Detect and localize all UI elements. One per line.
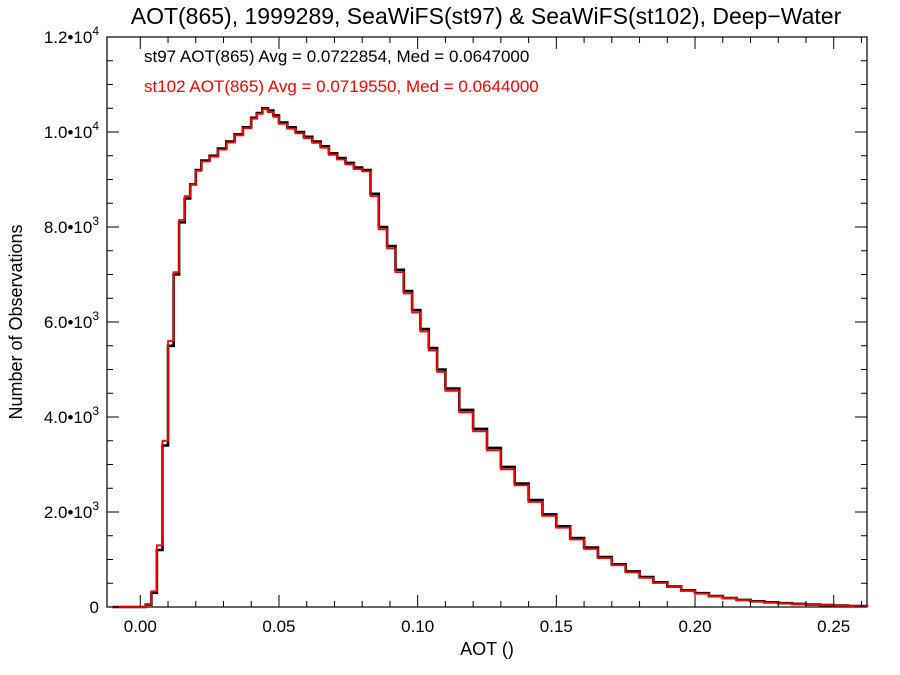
x-tick-label: 0.20 [678,617,711,636]
x-tick-labels: 0.00 0.05 0.10 0.15 0.20 0.25 [124,617,851,636]
x-tick-label: 0.25 [817,617,850,636]
y-tick-label: 8.0•103 [44,214,100,237]
y-tick-labels: 0 2.0•103 4.0•103 6.0•103 8.0•103 1.0•104 1.2•… [44,24,100,617]
series-layer [112,107,869,609]
st102-stats-annotation: st102 AOT(865) Avg = 0.0719550, Med = 0.… [144,77,539,96]
x-tick-label: 0.10 [401,617,434,636]
series-st102-line [112,108,868,608]
chart-title: AOT(865), 1999289, SeaWiFS(st97) & SeaWi… [131,3,842,29]
axis-ticks [107,36,867,608]
plot-area [106,36,869,609]
x-tick-label: 0.15 [540,617,573,636]
x-tick-label: 0.05 [262,617,295,636]
st97-stats-annotation: st97 AOT(865) Avg = 0.0722854, Med = 0.0… [144,47,529,66]
y-axis-label: Number of Observations [6,224,26,419]
y-tick-label: 6.0•103 [44,309,100,332]
y-tick-label: 1.0•104 [44,119,100,142]
x-axis-label: AOT () [460,639,514,659]
y-tick-label: 0 [90,598,99,617]
y-tick-label: 2.0•103 [44,499,100,522]
y-tick-label: 1.2•104 [44,24,100,47]
y-tick-label: 4.0•103 [44,404,100,427]
x-tick-label: 0.00 [124,617,157,636]
